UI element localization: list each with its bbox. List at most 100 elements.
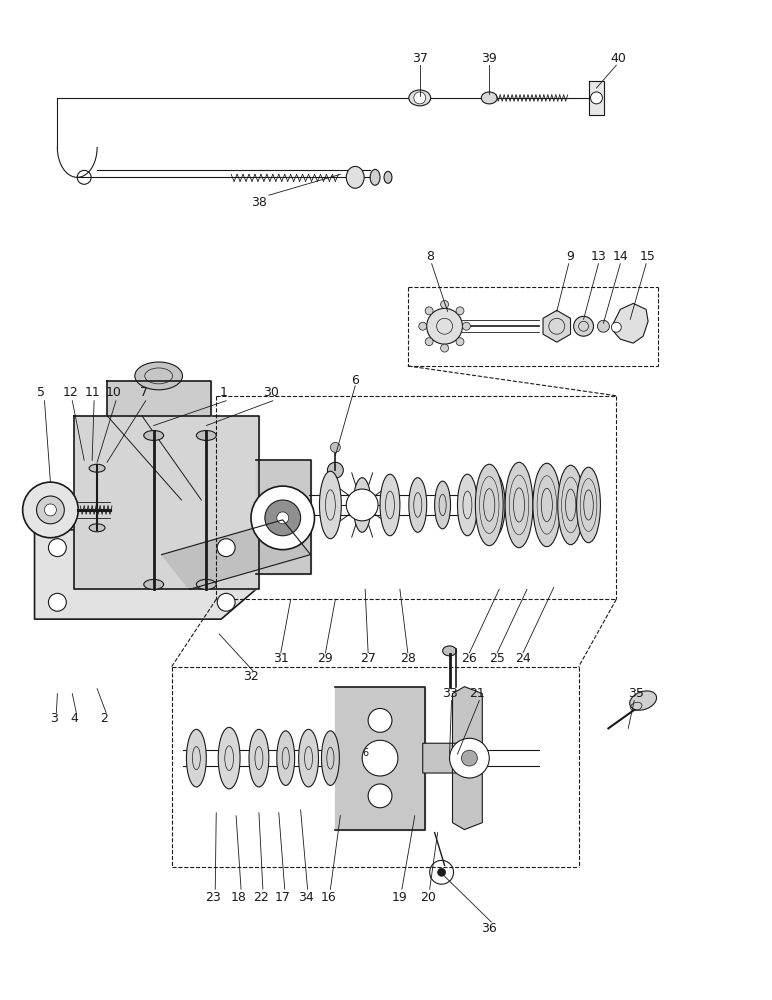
Ellipse shape [435,481,451,529]
Ellipse shape [577,467,601,543]
Ellipse shape [299,729,319,787]
Text: 8: 8 [425,250,434,263]
Ellipse shape [370,169,380,185]
Text: 13: 13 [591,250,606,263]
Text: 18: 18 [231,891,247,904]
Polygon shape [74,416,259,589]
Circle shape [427,308,462,344]
Circle shape [418,322,427,330]
Circle shape [368,784,392,808]
Circle shape [327,462,344,478]
Text: 21: 21 [469,687,486,700]
Text: 9: 9 [567,250,574,263]
Text: 3: 3 [50,712,59,725]
Ellipse shape [196,579,216,589]
Text: 12: 12 [63,386,78,399]
Text: 22: 22 [253,891,269,904]
Circle shape [425,338,433,346]
Circle shape [251,486,314,550]
Polygon shape [335,687,425,830]
Text: 27: 27 [361,652,376,665]
Text: 26: 26 [462,652,477,665]
Polygon shape [613,303,648,343]
Circle shape [456,307,464,315]
Polygon shape [107,381,212,416]
Ellipse shape [354,478,371,532]
Circle shape [217,593,235,611]
Ellipse shape [135,362,182,390]
Text: 25: 25 [489,652,505,665]
Ellipse shape [380,474,400,536]
Circle shape [598,320,609,332]
Ellipse shape [196,431,216,440]
Circle shape [217,539,235,557]
Text: 7: 7 [140,386,147,399]
Ellipse shape [144,579,164,589]
Ellipse shape [476,464,503,546]
Text: 19: 19 [392,891,408,904]
Text: 36: 36 [482,922,497,935]
Circle shape [425,307,433,315]
Polygon shape [588,81,604,115]
Text: 40: 40 [611,52,626,65]
Text: 35: 35 [628,687,644,700]
Ellipse shape [144,431,164,440]
Ellipse shape [509,475,529,535]
Circle shape [414,92,425,104]
Circle shape [330,442,340,452]
Text: 32: 32 [243,670,259,683]
Circle shape [462,750,477,766]
Circle shape [462,322,470,330]
Text: 2: 2 [100,712,108,725]
Text: 33: 33 [442,687,458,700]
Text: 23: 23 [205,891,221,904]
Text: 4: 4 [70,712,78,725]
Circle shape [45,504,56,516]
Ellipse shape [89,524,105,532]
Ellipse shape [505,462,533,548]
Circle shape [441,344,449,352]
Text: 28: 28 [400,652,416,665]
Ellipse shape [321,731,340,785]
Ellipse shape [557,465,584,545]
Circle shape [449,738,489,778]
Ellipse shape [347,166,364,188]
Ellipse shape [481,92,497,104]
Circle shape [574,316,594,336]
Ellipse shape [442,646,456,656]
Text: 30: 30 [263,386,279,399]
Ellipse shape [458,474,477,536]
Polygon shape [256,460,310,574]
Circle shape [362,740,398,776]
Ellipse shape [533,463,560,547]
Text: 6: 6 [351,374,359,387]
Ellipse shape [249,729,269,787]
Circle shape [36,496,64,524]
Ellipse shape [89,464,105,472]
Ellipse shape [384,171,392,183]
Ellipse shape [483,473,505,537]
Polygon shape [423,687,482,830]
Ellipse shape [630,691,656,710]
Text: 10: 10 [106,386,122,399]
Text: 5: 5 [36,386,45,399]
Text: 31: 31 [273,652,289,665]
Text: 38: 38 [251,196,267,209]
Ellipse shape [187,729,206,787]
Text: 11: 11 [84,386,100,399]
Text: 17: 17 [275,891,291,904]
Text: 34: 34 [298,891,313,904]
Text: 24: 24 [515,652,531,665]
Ellipse shape [409,90,431,106]
Circle shape [49,593,66,611]
Ellipse shape [320,471,341,539]
Ellipse shape [218,727,240,789]
Text: 37: 37 [411,52,428,65]
Text: 29: 29 [317,652,334,665]
Text: 6: 6 [362,748,368,758]
Circle shape [591,92,602,104]
Ellipse shape [409,478,427,532]
Circle shape [456,338,464,346]
Circle shape [277,512,289,524]
Circle shape [438,868,445,876]
